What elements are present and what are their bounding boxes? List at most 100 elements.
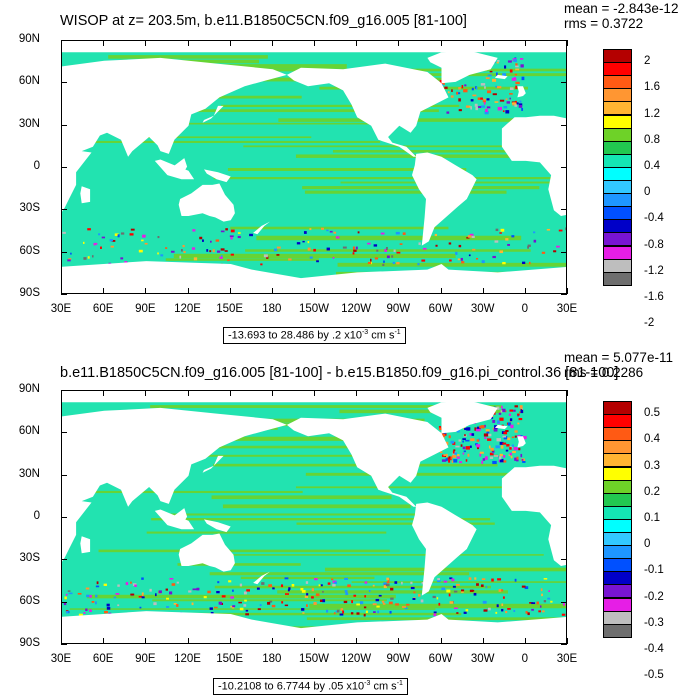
- land-polygon: [62, 261, 566, 293]
- lon-tick-mark: [440, 288, 442, 294]
- lon-tick-mark: [356, 288, 358, 294]
- colorbar-label: -0.1: [644, 564, 664, 577]
- lon-tick-mark: [440, 638, 442, 644]
- lon-tick-label: 180: [262, 653, 282, 665]
- lon-tick-label: 150E: [216, 303, 244, 315]
- colorbar-label: 0.4: [644, 159, 660, 172]
- land-polygon: [80, 186, 91, 204]
- lon-tick-mark: [356, 390, 358, 396]
- land-polygon: [202, 105, 224, 123]
- range-exponent: -3: [361, 329, 369, 336]
- lat-tick-mark: [61, 294, 67, 295]
- panel-top: WISOP at z= 203.5m, b.e11.B1850C5CN.f09_…: [18, 1, 678, 344]
- lon-tick-mark: [314, 390, 315, 396]
- land-polygon: [501, 465, 566, 566]
- panel-bottom: b.e11.B1850C5CN.f09_g16.005 [81-100] - b…: [0, 350, 700, 700]
- lat-tick-mark: [61, 559, 67, 561]
- colorbar-box: [603, 479, 632, 494]
- lat-tick-mark: [561, 601, 567, 603]
- lon-tick-mark: [145, 638, 147, 644]
- land-polygon: [62, 407, 287, 562]
- lat-tick-label: 60S: [19, 244, 40, 257]
- land-polygon: [286, 413, 449, 507]
- colorbar-label: -0.8: [644, 238, 664, 251]
- land-polygon: [204, 519, 231, 533]
- lon-tick-mark: [61, 390, 62, 396]
- lat-tick-mark: [61, 390, 67, 391]
- lon-tick-mark: [482, 638, 484, 644]
- land-polygon: [173, 158, 188, 174]
- lon-tick-mark: [482, 390, 484, 396]
- lon-tick-mark: [187, 40, 189, 46]
- lon-tick-mark: [314, 40, 315, 46]
- lon-tick-mark: [145, 390, 147, 396]
- land-polygon: [517, 436, 526, 448]
- panel-title: WISOP at z= 203.5m, b.e11.B1850C5CN.f09_…: [60, 13, 467, 29]
- colorbar-label: -1.6: [644, 290, 664, 303]
- lon-tick-mark: [187, 390, 189, 396]
- lon-tick-mark: [356, 40, 358, 46]
- lon-tick-mark: [314, 288, 315, 294]
- colorbar-box: [603, 453, 632, 468]
- lon-tick-mark: [103, 638, 105, 644]
- lat-tick-mark: [61, 517, 67, 518]
- colorbar-label: 0: [644, 186, 651, 199]
- colorbar-box: [603, 258, 632, 273]
- colorbar-box: [603, 62, 632, 77]
- colorbar-box: [603, 427, 632, 442]
- lon-tick-label: 120W: [341, 653, 372, 665]
- land-polygon: [173, 508, 188, 524]
- lat-tick-mark: [561, 294, 567, 295]
- lat-tick-mark: [61, 474, 67, 476]
- rms-value: rms = 0.3722: [564, 16, 644, 31]
- colorbar-box: [603, 401, 632, 416]
- lon-tick-label: 90W: [386, 653, 411, 665]
- colorbar-box: [603, 466, 632, 481]
- lat-tick-mark: [61, 124, 67, 126]
- land-polygon: [494, 74, 508, 80]
- lon-tick-mark: [103, 40, 105, 46]
- lon-tick-label: 30W: [470, 303, 495, 315]
- lat-tick-mark: [561, 124, 567, 126]
- lon-tick-label: 0: [521, 303, 529, 315]
- lon-tick-mark: [61, 40, 62, 46]
- land-polygon: [517, 86, 526, 98]
- lon-tick-label: 120W: [341, 303, 372, 315]
- land-polygon: [62, 57, 287, 212]
- lat-tick-mark: [61, 40, 67, 41]
- map-area: [61, 40, 567, 294]
- lat-tick-mark: [61, 432, 67, 434]
- land-mask: [62, 41, 566, 293]
- colorbar-label: -0.5: [644, 669, 664, 682]
- lon-tick-label: 150E: [216, 653, 244, 665]
- colorbar-box: [603, 206, 632, 221]
- lon-tick-label: 30W: [470, 653, 495, 665]
- lon-tick-mark: [271, 40, 273, 46]
- lat-tick-mark: [561, 517, 567, 518]
- colorbar-box: [603, 127, 632, 142]
- colorbar-label: 0: [644, 538, 651, 551]
- colorbar-box: [603, 180, 632, 195]
- lat-tick-label: 30S: [19, 552, 40, 565]
- lon-tick-label: 120E: [174, 653, 201, 665]
- land-polygon: [427, 400, 498, 434]
- lon-tick-mark: [482, 40, 484, 46]
- mean-value: mean = 5.077e-11: [564, 350, 673, 365]
- colorbar-box: [603, 518, 632, 533]
- lat-tick-label: 60S: [19, 594, 40, 607]
- colorbar-box: [603, 271, 632, 286]
- colorbar-box: [603, 414, 632, 429]
- colorbar-box: [603, 88, 632, 103]
- lat-tick-label: 30S: [19, 202, 40, 215]
- colorbar-label: 2: [644, 55, 651, 68]
- range-units: cm s: [370, 680, 397, 693]
- colorbar-box: [603, 140, 632, 155]
- lat-tick-mark: [561, 82, 567, 84]
- land-polygon: [253, 221, 270, 235]
- lon-tick-label: 0: [521, 653, 529, 665]
- colorbar-box: [603, 166, 632, 181]
- lon-tick-mark: [61, 638, 62, 644]
- lat-tick-label: 60N: [18, 75, 40, 88]
- lat-tick-mark: [61, 601, 67, 603]
- land-polygon: [494, 424, 508, 430]
